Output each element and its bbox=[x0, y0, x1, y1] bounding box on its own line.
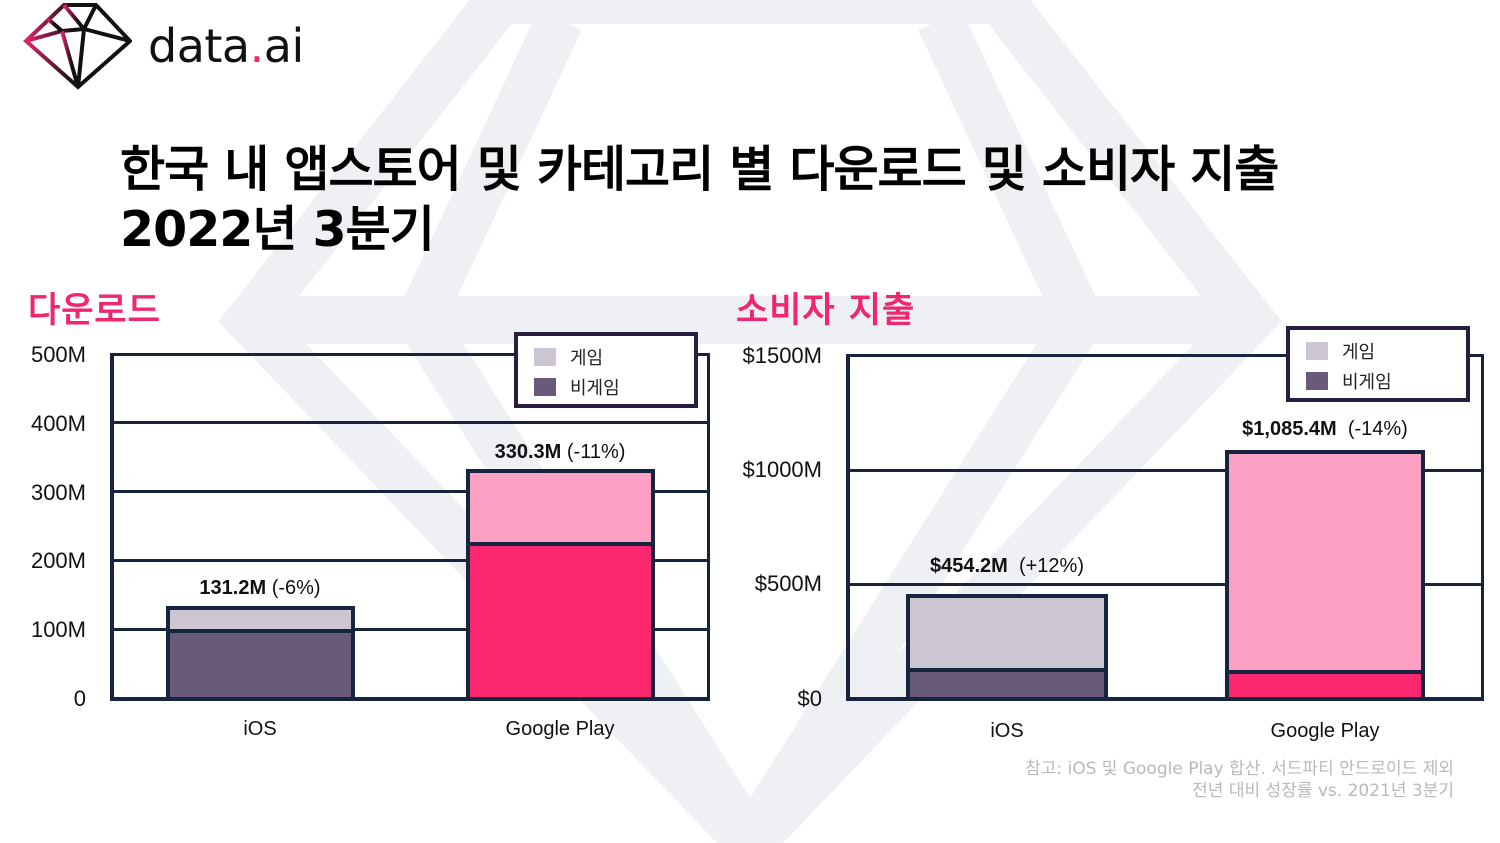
x-tick: Google Play bbox=[505, 718, 615, 740]
brand-logo: data.ai bbox=[22, 0, 304, 92]
gridline bbox=[114, 490, 710, 493]
gridline bbox=[114, 421, 710, 424]
bar-segment-game bbox=[910, 598, 1104, 672]
spending-plot-area bbox=[846, 354, 1484, 701]
bar-googleplay-downloads[interactable] bbox=[466, 469, 655, 701]
legend-swatch-game bbox=[1306, 342, 1328, 360]
brand-name: data.ai bbox=[148, 19, 304, 73]
page-title-line1: 한국 내 앱스토어 및 카테고리 별 다운로드 및 소비자 지출 bbox=[120, 141, 1279, 198]
y-tick: 300M bbox=[30, 480, 86, 505]
bar-segment-nongame bbox=[1229, 674, 1421, 697]
y-tick: $1000M bbox=[742, 457, 822, 482]
y-tick: $0 bbox=[797, 686, 822, 711]
bar-ios-spending[interactable] bbox=[906, 594, 1108, 701]
bar-total-label: 131.2M (-6%) bbox=[199, 577, 321, 599]
gridline bbox=[850, 469, 1484, 472]
downloads-legend: 게임 비게임 bbox=[514, 332, 698, 408]
page-title: 한국 내 앱스토어 및 카테고리 별 다운로드 및 소비자 지출 2022년 3… bbox=[120, 140, 1279, 260]
y-tick: 500M bbox=[30, 342, 86, 367]
bar-ios-downloads[interactable] bbox=[166, 606, 355, 701]
legend-item-game: 게임 bbox=[534, 342, 678, 372]
legend-item-nongame: 비게임 bbox=[534, 372, 678, 402]
legend-swatch-nongame bbox=[534, 378, 556, 396]
y-tick: 200M bbox=[30, 548, 86, 573]
x-tick: Google Play bbox=[1270, 720, 1380, 742]
bar-segment-game bbox=[1229, 454, 1421, 674]
legend-swatch-nongame bbox=[1306, 372, 1328, 390]
legend-item-nongame: 비게임 bbox=[1306, 366, 1450, 396]
bar-segment-nongame bbox=[470, 546, 651, 697]
bar-segment-game bbox=[170, 610, 351, 633]
y-tick: 400M bbox=[30, 411, 86, 436]
bar-total-label: 330.3M (-11%) bbox=[494, 441, 626, 463]
footnote-line1: 참고: iOS 및 Google Play 합산. 서드파티 안드로이드 제외 bbox=[1025, 759, 1454, 779]
x-tick: iOS bbox=[990, 720, 1024, 742]
footnote: 참고: iOS 및 Google Play 합산. 서드파티 안드로이드 제외 … bbox=[1025, 758, 1454, 802]
y-tick: $500M bbox=[754, 571, 822, 596]
bar-total-label: $1,085.4M (-14%) bbox=[1242, 418, 1408, 440]
plot-right-border bbox=[707, 353, 710, 697]
gridline bbox=[850, 354, 1484, 357]
y-tick: 100M bbox=[30, 617, 86, 642]
y-tick: $1500M bbox=[742, 343, 822, 368]
gridline bbox=[850, 583, 1484, 586]
footnote-line2: 전년 대비 성장률 vs. 2021년 3분기 bbox=[1192, 781, 1454, 801]
spending-section-title: 소비자 지출 bbox=[736, 291, 916, 331]
bar-googleplay-spending[interactable] bbox=[1225, 450, 1425, 701]
gridline bbox=[114, 353, 710, 356]
legend-swatch-game bbox=[534, 348, 556, 366]
gridline bbox=[114, 559, 710, 562]
bar-total-label: $454.2M (+12%) bbox=[930, 555, 1084, 577]
downloads-section-title: 다운로드 bbox=[28, 291, 161, 331]
downloads-plot-area bbox=[110, 353, 710, 701]
bar-segment-nongame bbox=[910, 672, 1104, 697]
plot-right-border bbox=[1481, 354, 1484, 697]
diamond-icon bbox=[23, 3, 132, 90]
y-tick: 0 bbox=[73, 686, 86, 711]
legend-item-game: 게임 bbox=[1306, 336, 1450, 366]
bar-segment-game bbox=[470, 473, 651, 546]
x-tick: iOS bbox=[243, 718, 277, 740]
bar-segment-nongame bbox=[170, 633, 351, 697]
page-title-line2: 2022년 3분기 bbox=[120, 201, 435, 258]
spending-legend: 게임 비게임 bbox=[1286, 326, 1470, 402]
gridline bbox=[114, 628, 710, 631]
